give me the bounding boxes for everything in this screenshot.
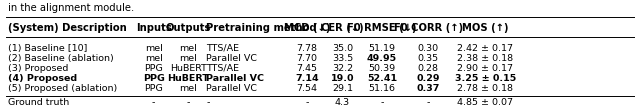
Text: TTS/AE: TTS/AE — [206, 63, 239, 72]
Text: -: - — [206, 97, 209, 106]
Text: Inputs: Inputs — [136, 23, 172, 32]
Text: 2.38 ± 0.18: 2.38 ± 0.18 — [458, 53, 513, 62]
Text: mel: mel — [145, 53, 163, 62]
Text: PPG: PPG — [144, 83, 163, 92]
Text: F0 CORR (↑): F0 CORR (↑) — [394, 23, 463, 32]
Text: 7.54: 7.54 — [296, 83, 317, 92]
Text: (1) Baseline [10]: (1) Baseline [10] — [8, 43, 87, 52]
Text: 7.78: 7.78 — [296, 43, 317, 52]
Text: -: - — [380, 97, 384, 106]
Text: MOS (↑): MOS (↑) — [462, 23, 509, 32]
Text: 0.29: 0.29 — [417, 73, 440, 82]
Text: Parallel VC: Parallel VC — [206, 53, 257, 62]
Text: 0.28: 0.28 — [418, 63, 438, 72]
Text: mel: mel — [179, 43, 197, 52]
Text: (System) Description: (System) Description — [8, 23, 127, 32]
Text: 35.0: 35.0 — [332, 43, 353, 52]
Text: PPG: PPG — [143, 73, 164, 82]
Text: -: - — [186, 97, 190, 106]
Text: 0.35: 0.35 — [417, 53, 439, 62]
Text: 51.19: 51.19 — [369, 43, 396, 52]
Text: 0.30: 0.30 — [417, 43, 439, 52]
Text: 2.90 ± 0.17: 2.90 ± 0.17 — [458, 63, 513, 72]
Text: 3.25 ± 0.15: 3.25 ± 0.15 — [455, 73, 516, 82]
Text: 7.45: 7.45 — [296, 63, 317, 72]
Text: Ground truth: Ground truth — [8, 97, 69, 106]
Text: 2.42 ± 0.17: 2.42 ± 0.17 — [458, 43, 513, 52]
Text: (5) Proposed (ablation): (5) Proposed (ablation) — [8, 83, 117, 92]
Text: (2) Baseline (ablation): (2) Baseline (ablation) — [8, 53, 113, 62]
Text: 51.16: 51.16 — [369, 83, 396, 92]
Text: 7.70: 7.70 — [296, 53, 317, 62]
Text: 19.0: 19.0 — [331, 73, 354, 82]
Text: 33.5: 33.5 — [332, 53, 353, 62]
Text: 50.39: 50.39 — [369, 63, 396, 72]
Text: 52.41: 52.41 — [367, 73, 397, 82]
Text: Pretraining method: Pretraining method — [206, 23, 317, 32]
Text: TTS/AE: TTS/AE — [206, 43, 239, 52]
Text: 49.95: 49.95 — [367, 53, 397, 62]
Text: mel: mel — [179, 83, 197, 92]
Text: (3) Proposed: (3) Proposed — [8, 63, 68, 72]
Text: CER (↓): CER (↓) — [321, 23, 364, 32]
Text: PPG: PPG — [144, 63, 163, 72]
Text: F0 RMSE (↓): F0 RMSE (↓) — [348, 23, 417, 32]
Text: Parallel VC: Parallel VC — [206, 73, 264, 82]
Text: 29.1: 29.1 — [332, 83, 353, 92]
Text: mel: mel — [179, 53, 197, 62]
Text: Outputs: Outputs — [166, 23, 211, 32]
Text: -: - — [426, 97, 430, 106]
Text: -: - — [152, 97, 156, 106]
Text: 2.78 ± 0.18: 2.78 ± 0.18 — [458, 83, 513, 92]
Text: (4) Proposed: (4) Proposed — [8, 73, 77, 82]
Text: MCD (↓): MCD (↓) — [284, 23, 330, 32]
Text: 0.37: 0.37 — [417, 83, 440, 92]
Text: HuBERT: HuBERT — [167, 73, 209, 82]
Text: 7.14: 7.14 — [295, 73, 319, 82]
Text: 4.85 ± 0.07: 4.85 ± 0.07 — [458, 97, 513, 106]
Text: in the alignment module.: in the alignment module. — [8, 3, 134, 13]
Text: 32.2: 32.2 — [332, 63, 353, 72]
Text: 4.3: 4.3 — [335, 97, 350, 106]
Text: mel: mel — [145, 43, 163, 52]
Text: Parallel VC: Parallel VC — [206, 83, 257, 92]
Text: -: - — [305, 97, 308, 106]
Text: HuBERT: HuBERT — [170, 63, 207, 72]
